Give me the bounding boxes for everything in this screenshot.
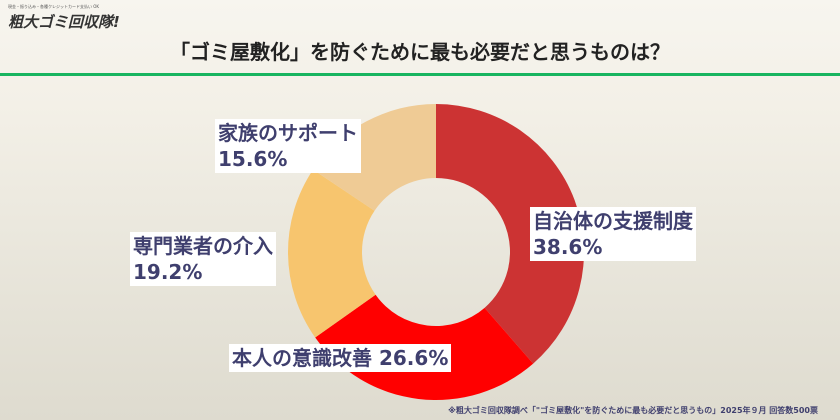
slice-label-2: 専門業者の介入 19.2% — [130, 232, 276, 286]
page-title: 「ゴミ屋敷化」を防ぐために最も必要だと思うものは？ — [170, 40, 670, 64]
logo-name: 粗大ゴミ回収隊! — [8, 13, 120, 31]
donut-slice-0 — [436, 104, 585, 364]
footnote: ※粗大ゴミ回収隊調べ「"ゴミ屋敷化"を防ぐために最も必要だと思うもの」2025年… — [448, 406, 818, 415]
logo: 現金・振り込み・各種クレジットカード支払い OK 粗大ゴミ回収隊! — [8, 4, 120, 32]
slice-label-0: 自治体の支援制度 38.6% — [530, 207, 696, 261]
slice-label-3: 家族のサポート 15.6% — [215, 119, 361, 173]
logo-tagline: 現金・振り込み・各種クレジットカード支払い OK — [8, 4, 100, 9]
donut-slice-2 — [288, 169, 376, 338]
donut-slice-3 — [313, 104, 436, 211]
slice-label-1: 本人の意識改善 26.6% — [229, 344, 452, 372]
title-divider — [0, 73, 840, 76]
